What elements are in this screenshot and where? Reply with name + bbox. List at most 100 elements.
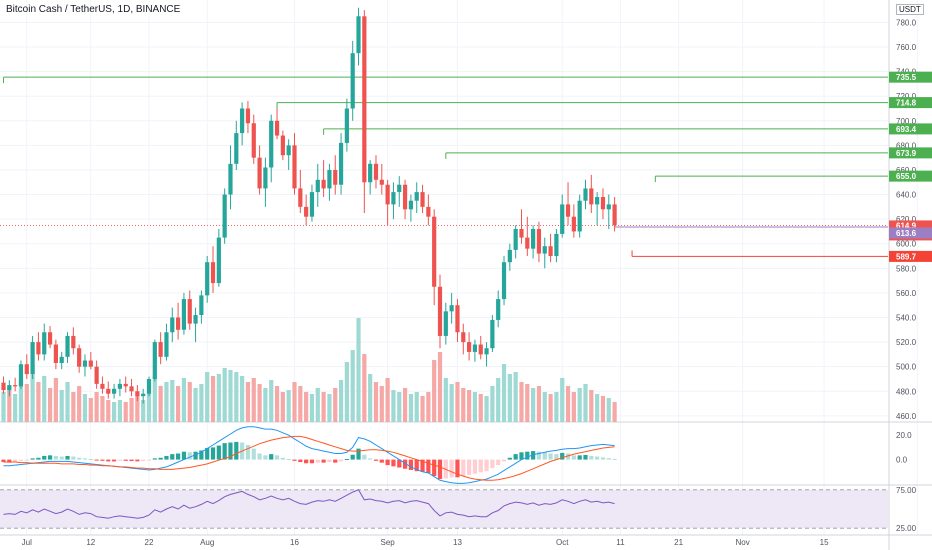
candle-body[interactable] [408,200,413,210]
candle-body[interactable] [548,246,553,257]
candle-body[interactable] [309,192,315,217]
currency-badge[interactable]: USDT [896,4,924,15]
candle-body[interactable] [542,246,547,254]
candle-body[interactable] [536,228,542,254]
candle-body[interactable] [472,344,478,352]
candle-body[interactable] [327,169,332,189]
candle-body[interactable] [455,305,460,333]
candle-body[interactable] [77,348,82,367]
candle-body[interactable] [426,206,431,217]
candle-body[interactable] [356,16,361,54]
candle-body[interactable] [292,145,297,189]
candle-body[interactable] [251,123,256,158]
candle-body[interactable] [216,237,221,284]
candle-body[interactable] [379,179,384,185]
candle-body[interactable] [170,317,175,333]
candle-body[interactable] [18,364,24,387]
candle-body[interactable] [571,216,576,232]
candle-body[interactable] [82,360,88,367]
candle-body[interactable] [612,204,617,226]
candle-body[interactable] [432,216,437,287]
candle-body[interactable] [280,135,285,156]
candle-body[interactable] [461,332,466,343]
candle-body[interactable] [501,262,507,300]
candle-body[interactable] [263,167,268,189]
candle-body[interactable] [467,342,472,352]
candle-body[interactable] [71,335,76,349]
candle-body[interactable] [205,262,210,296]
candle-body[interactable] [606,204,611,210]
candle-body[interactable] [234,133,239,164]
candle-body[interactable] [338,142,344,185]
candle-body[interactable] [36,342,41,355]
candle-body[interactable] [560,204,565,234]
candle-body[interactable] [193,315,198,324]
candle-body[interactable] [269,120,274,168]
candle-body[interactable] [94,366,99,384]
candle-body[interactable] [437,286,443,336]
candle-body[interactable] [414,192,419,201]
candle-body[interactable] [286,145,291,156]
candle-body[interactable] [565,204,571,217]
candle-body[interactable] [199,295,204,316]
candle-body[interactable] [344,108,349,143]
candle-body[interactable] [47,332,53,345]
candle-body[interactable] [397,184,402,193]
candle-body[interactable] [164,332,169,357]
candle-body[interactable] [449,305,454,312]
candle-body[interactable] [222,194,227,238]
candle-body[interactable] [176,317,181,330]
candle-body[interactable] [525,237,530,249]
candle-body[interactable] [181,299,187,330]
candle-body[interactable] [257,157,262,189]
candle-body[interactable] [228,163,233,195]
candle-body[interactable] [152,342,157,379]
candle-body[interactable] [315,179,320,193]
candle-body[interactable] [420,192,425,207]
candle-body[interactable] [478,344,483,355]
candle-body[interactable] [135,391,140,397]
candle-body[interactable] [100,383,105,389]
candle-body[interactable] [304,206,309,217]
candle-body[interactable] [298,188,303,207]
candle-body[interactable] [158,342,163,357]
candle-body[interactable] [321,179,326,189]
candle-body[interactable] [117,383,122,389]
candle-body[interactable] [1,382,6,391]
candle-body[interactable] [362,16,367,183]
candle-body[interactable] [141,393,146,397]
candle-body[interactable] [88,360,93,367]
candle-body[interactable] [490,319,495,349]
candle-body[interactable] [146,378,152,394]
candle-body[interactable] [402,184,408,210]
candle-body[interactable] [245,108,251,124]
candle-body[interactable] [391,192,396,205]
candle-body[interactable] [589,188,594,205]
candle-body[interactable] [368,163,373,183]
candle-body[interactable] [577,200,582,232]
candle-body[interactable] [531,228,536,249]
candle-body[interactable] [513,228,518,250]
candle-body[interactable] [187,299,192,324]
candle-body[interactable] [30,342,35,375]
candle-body[interactable] [496,299,501,320]
candle-body[interactable] [129,386,134,392]
candle-body[interactable] [7,385,12,391]
candle-body[interactable] [373,163,379,180]
candle-body[interactable] [24,364,29,375]
candle-body[interactable] [13,385,18,387]
candle-body[interactable] [350,53,355,109]
candle-body[interactable] [106,388,111,394]
candle-body[interactable] [385,184,390,205]
candle-body[interactable] [111,388,117,394]
candle-body[interactable] [595,197,600,205]
candle-body[interactable] [507,249,512,263]
candle-body[interactable] [210,262,216,284]
candle-body[interactable] [123,383,128,387]
candle-body[interactable] [583,188,588,201]
candle-body[interactable] [519,228,524,238]
candle-body[interactable] [274,120,280,136]
candle-body[interactable] [484,348,489,355]
candle-body[interactable] [443,311,448,336]
